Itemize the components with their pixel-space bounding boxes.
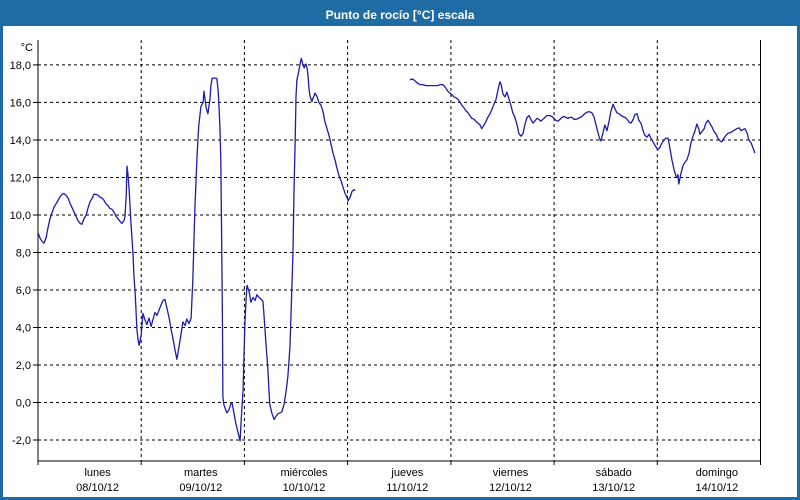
axis-labels: 18,0 16,0 14,0 12,0 10,0 8,0 6,0 4,0 2,0 0,0 -2,0 °… (10, 42, 739, 494)
window-title: Punto de rocío [°C] escala (325, 7, 475, 22)
day-date-label: 13/10/12 (592, 482, 635, 494)
y-tick-label: 8,0 (16, 248, 31, 260)
y-tick-label: 0,0 (16, 398, 31, 410)
series (37, 57, 756, 442)
axis-frame (33, 40, 761, 465)
grid (38, 40, 761, 461)
window-titlebar: Punto de rocío [°C] escala (3, 3, 797, 26)
day-name-label: domingo (696, 467, 738, 479)
dew-point-line (37, 57, 356, 442)
y-tick-label: 16,0 (10, 97, 31, 109)
y-tick-label: 12,0 (10, 173, 31, 185)
day-date-label: 09/10/12 (179, 482, 222, 494)
day-date-label: 11/10/12 (386, 482, 428, 494)
day-name-label: miércoles (280, 467, 328, 479)
y-tick-label: -2,0 (12, 435, 31, 447)
y-tick-label: 10,0 (10, 210, 31, 222)
day-name-label: lunes (84, 467, 111, 479)
y-unit-label: °C (21, 42, 33, 54)
y-tick-label: 4,0 (16, 323, 31, 335)
y-tick-label: 14,0 (10, 135, 31, 147)
y-tick-label: 18,0 (10, 60, 31, 72)
day-date-label: 10/10/12 (283, 482, 326, 494)
day-name-label: martes (184, 467, 218, 479)
day-name-label: jueves (390, 467, 423, 479)
y-tick-label: 6,0 (16, 285, 31, 297)
day-name-label: sábado (596, 467, 632, 479)
day-date-label: 08/10/12 (76, 482, 119, 494)
day-date-label: 12/10/12 (489, 482, 532, 494)
y-tick-label: 2,0 (16, 360, 31, 372)
day-date-label: 14/10/12 (695, 482, 738, 494)
day-name-label: viernes (493, 467, 529, 479)
dew-point-line (409, 78, 756, 185)
